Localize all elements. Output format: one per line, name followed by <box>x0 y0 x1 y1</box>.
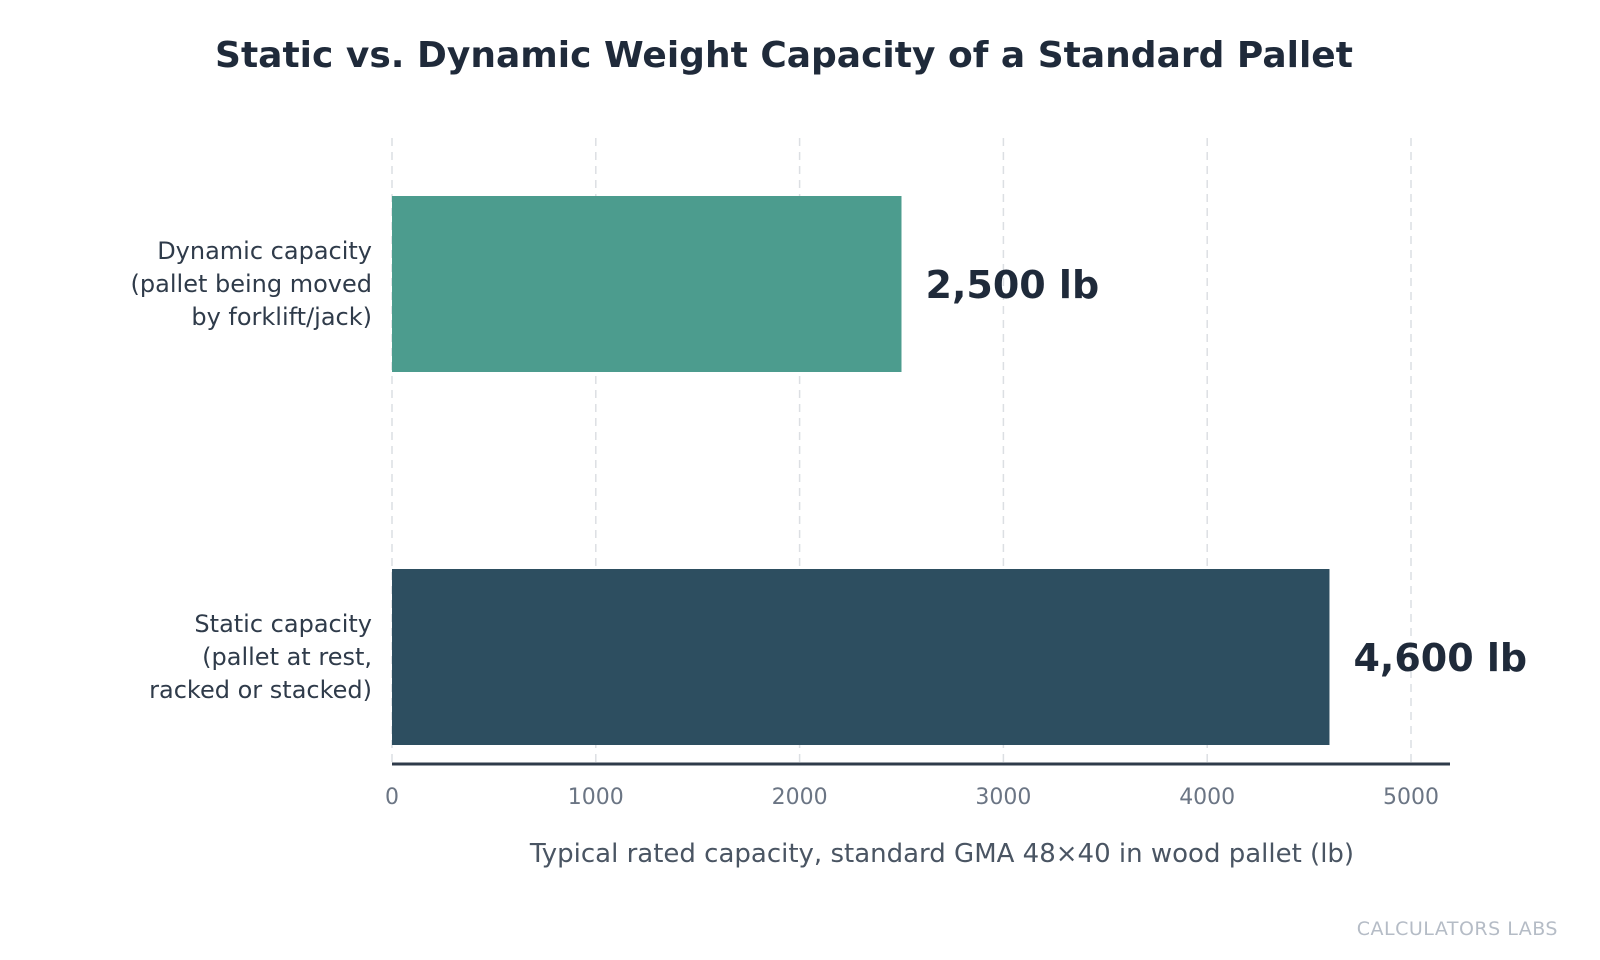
category-labels: Dynamic capacity (pallet being moved by fo… <box>131 237 372 704</box>
x-tick-label: 5000 <box>1383 785 1439 810</box>
category-label-line: racked or stacked) <box>149 676 372 704</box>
category-label: Static capacity (pallet at rest, racked or… <box>149 610 372 704</box>
category-label-line: Dynamic capacity <box>157 237 372 265</box>
category-label-line: (pallet being moved <box>131 270 372 298</box>
bar-value-label: 2,500 lb <box>926 263 1100 307</box>
category-label-line: by forklift/jack) <box>191 303 372 331</box>
chart-title: Static vs. Dynamic Weight Capacity of a … <box>215 35 1353 76</box>
x-axis-title: Typical rated capacity, standard GMA 48×… <box>529 839 1354 869</box>
x-tick-label: 0 <box>385 785 399 810</box>
category-label-line: (pallet at rest, <box>202 643 372 671</box>
bar <box>392 569 1330 745</box>
bars <box>392 196 1330 745</box>
watermark-text: CALCULATORS LABS <box>1357 918 1558 940</box>
x-tick-label: 2000 <box>772 785 828 810</box>
category-label-line: Static capacity <box>194 610 372 638</box>
x-tick-label: 3000 <box>975 785 1031 810</box>
bar <box>392 196 902 372</box>
x-tick-label: 1000 <box>568 785 624 810</box>
x-tick-labels: 0 1000 2000 3000 4000 5000 <box>385 785 1439 810</box>
value-labels: 2,500 lb 4,600 lb <box>926 263 1528 680</box>
x-tick-label: 4000 <box>1179 785 1235 810</box>
bar-value-label: 4,600 lb <box>1353 636 1527 680</box>
category-label: Dynamic capacity (pallet being moved by fo… <box>131 237 372 331</box>
